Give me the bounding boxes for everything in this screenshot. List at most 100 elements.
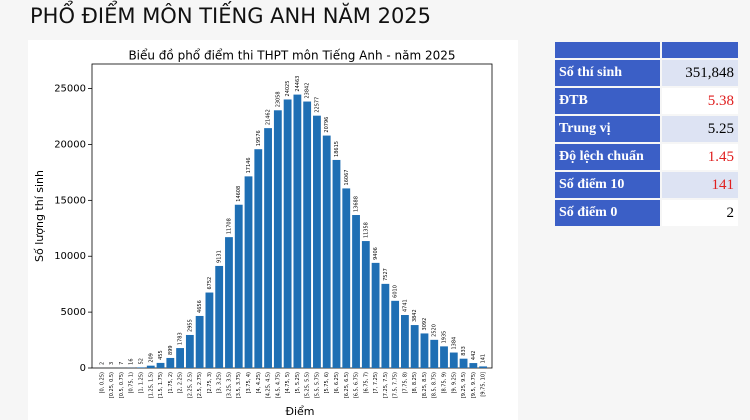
value-label: 7: [119, 362, 125, 365]
y-tick-label: 5000: [61, 307, 86, 318]
value-label: 17146: [246, 157, 252, 173]
bar: [313, 115, 321, 368]
value-label: 209: [148, 353, 154, 363]
x-tick-label: [9.75, 10]: [481, 372, 487, 397]
x-tick-label: [4.25, 4.5): [266, 372, 272, 398]
bar: [195, 315, 204, 368]
x-tick-label: [1.75, 2): [168, 372, 174, 393]
x-axis-label: Điểm: [285, 405, 314, 418]
bar: [459, 358, 468, 368]
x-tick-label: [7.5, 7.75): [393, 372, 399, 398]
table-header: [555, 42, 738, 58]
value-label: 16067: [344, 170, 350, 186]
row-value: 351,848: [662, 60, 738, 86]
row-value: 2: [662, 200, 738, 226]
y-tick-label: 15000: [54, 195, 86, 206]
value-label: 24463: [295, 76, 301, 92]
bar: [430, 339, 439, 368]
x-tick-label: [0, 0.25): [99, 372, 105, 393]
bar: [352, 215, 360, 368]
value-label: 2520: [432, 324, 438, 337]
x-tick-label: [5.75, 6): [324, 372, 330, 393]
bar: [146, 365, 155, 368]
x-tick-label: [9.25, 9.5): [461, 372, 467, 398]
bar: [273, 110, 282, 368]
x-tick-label: [0.25, 0.5): [109, 372, 115, 398]
value-label: 455: [158, 350, 164, 360]
value-label: 2: [99, 362, 105, 365]
value-label: 141: [481, 354, 487, 364]
x-tick-label: [2.5, 2.75): [197, 372, 203, 398]
value-label: 2955: [187, 319, 193, 332]
bar: [176, 348, 184, 368]
value-label: 22577: [314, 97, 320, 113]
x-tick-label: [1.5, 1.75): [158, 372, 164, 398]
row-label: ĐTB: [555, 88, 660, 114]
value-label: 3092: [422, 318, 428, 331]
row-label: Độ lệch chuẩn: [555, 144, 660, 170]
plot-frame: [91, 63, 493, 369]
x-tick-label: [7, 7.25): [373, 372, 379, 393]
value-label: 16: [129, 358, 135, 364]
bar: [205, 292, 214, 368]
x-tick-label: [9.5, 9.75): [471, 372, 477, 398]
value-label: 1384: [451, 337, 457, 350]
value-label: 13688: [354, 196, 360, 212]
row-label: Số điểm 10: [555, 172, 660, 198]
value-label: 4656: [197, 300, 203, 313]
bar: [137, 367, 145, 368]
x-tick-label: [3.25, 3.5): [226, 372, 232, 398]
x-tick-label: [7.75, 8): [402, 372, 408, 393]
x-tick-label: [6.75, 7): [363, 372, 369, 393]
x-tick-label: [5, 5.25): [295, 372, 301, 393]
x-tick-label: [3.75, 4): [246, 372, 252, 393]
x-tick-label: [4, 4.25): [256, 372, 262, 393]
table-row: Số điểm 10 141: [555, 172, 738, 198]
bar: [332, 159, 341, 368]
row-value: 141: [662, 172, 738, 198]
bar: [283, 99, 292, 368]
row-value: 1.45: [662, 144, 738, 170]
x-tick-label: [7.25, 7.5): [383, 372, 389, 398]
bar: [479, 366, 488, 368]
header-cell: [555, 42, 660, 58]
x-tick-label: [3, 3.25): [217, 372, 223, 393]
chart-title: Biểu đồ phổ điểm thi THPT môn Tiếng Anh …: [128, 49, 455, 63]
x-tick-label: [9, 9.25): [451, 372, 457, 393]
x-tick-label: [4.5, 4.75): [275, 372, 281, 398]
x-tick-label: [8, 8.25): [412, 372, 418, 393]
value-label: 9406: [373, 247, 379, 260]
row-value: 5.38: [662, 88, 738, 114]
row-value: 5.25: [662, 116, 738, 142]
row-label: Số thí sinh: [555, 60, 660, 86]
x-tick-label: [3.5, 3.75): [236, 372, 242, 398]
value-label: 52: [138, 358, 144, 364]
value-label: 9131: [217, 250, 223, 263]
bar: [244, 176, 253, 368]
value-label: 23842: [305, 83, 311, 99]
stats-table: Số thí sinh 351,848 ĐTB 5.38 Trung vị 5.25 Độ …: [555, 42, 738, 228]
bar: [410, 325, 419, 368]
value-label: 14608: [236, 186, 242, 202]
x-tick-label: [2, 2.25): [178, 372, 184, 393]
value-label: 11358: [363, 222, 369, 238]
value-label: 6752: [207, 277, 213, 290]
bar: [225, 237, 233, 368]
x-tick-label: [0.5, 0.75): [119, 372, 125, 398]
y-tick-label: 25000: [54, 84, 86, 95]
bar: [156, 362, 165, 368]
bar: [391, 300, 400, 368]
bar: [293, 94, 302, 368]
value-label: 19576: [256, 130, 262, 146]
table-row: Số thí sinh 351,848: [555, 60, 738, 86]
bar: [440, 346, 448, 368]
bar: [264, 128, 272, 368]
value-label: 3842: [412, 309, 418, 322]
value-label: 7527: [383, 268, 389, 281]
bar: [185, 334, 194, 368]
x-tick-label: [6, 6.25): [334, 372, 340, 393]
bar: [420, 333, 429, 368]
bar: [342, 188, 351, 368]
